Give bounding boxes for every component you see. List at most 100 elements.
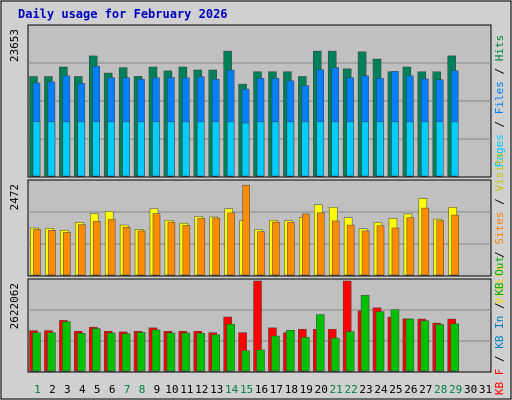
x-tick-label: 23 — [359, 383, 372, 396]
x-tick-label: 7 — [124, 383, 131, 396]
bar-kb-out-day-20 — [316, 314, 325, 372]
bar-sites-day-14 — [227, 212, 235, 276]
bar-pages-day-1 — [32, 121, 41, 177]
x-tick-label: 18 — [285, 383, 298, 396]
x-tick-label: 20 — [315, 383, 328, 396]
bar-pages-day-25 — [391, 121, 399, 177]
x-tick-label: 15 — [240, 383, 253, 396]
x-tick-label: 17 — [270, 383, 283, 396]
bar-kb-out-day-10 — [166, 332, 176, 372]
panel-legend: KB F / KB In / KB Out — [493, 256, 506, 395]
panel-legend: Pages / Files / Hits — [493, 35, 506, 168]
bar-sites-day-21 — [331, 220, 340, 276]
bar-pages-day-26 — [406, 121, 414, 177]
x-tick-label: 2 — [49, 383, 56, 396]
bar-kb-out-day-2 — [47, 332, 56, 372]
bar-pages-day-7 — [122, 121, 130, 177]
bar-kb-out-day-18 — [286, 330, 295, 372]
bar-pages-day-15 — [241, 122, 250, 177]
legend-entry: Hits — [493, 35, 506, 62]
bar-sites-day-19 — [302, 213, 310, 276]
x-tick-label: 10 — [165, 383, 178, 396]
bar-kb-out-day-16 — [256, 349, 265, 372]
bar-sites-day-7 — [122, 227, 131, 276]
x-tick-label: 11 — [180, 383, 193, 396]
legend-entry: Sites — [493, 211, 506, 244]
x-tick-label: 25 — [389, 383, 402, 396]
legend-entry: KB In — [493, 316, 506, 349]
bar-kb-out-day-4 — [77, 333, 86, 372]
bar-kb-out-day-6 — [106, 332, 116, 372]
bar-pages-day-13 — [211, 121, 220, 177]
bar-kb-out-day-5 — [91, 328, 101, 372]
x-tick-label: 8 — [139, 383, 146, 396]
x-tick-label: 12 — [195, 383, 208, 396]
bar-sites-day-3 — [63, 232, 71, 276]
bar-sites-day-20 — [317, 212, 325, 276]
bar-sites-day-16 — [257, 231, 265, 276]
x-tick-label: 1 — [34, 383, 41, 396]
x-tick-label: 21 — [330, 383, 343, 396]
bar-sites-day-1 — [33, 229, 41, 276]
bar-pages-day-23 — [361, 121, 369, 177]
bar-kb-out-day-28 — [435, 324, 445, 372]
bar-kb-out-day-15 — [241, 350, 250, 372]
bar-pages-day-4 — [77, 121, 86, 177]
legend-entry: Visits — [493, 152, 506, 192]
x-tick-label: 27 — [419, 383, 432, 396]
legend-entry: Visits — [493, 264, 506, 304]
bar-pages-day-22 — [346, 121, 354, 177]
bar-kb-out-day-13 — [211, 334, 220, 372]
bar-kb-out-day-3 — [62, 321, 71, 372]
bar-sites-day-10 — [167, 221, 176, 276]
legend-entry: / — [493, 114, 506, 134]
legend-entry: / — [493, 61, 506, 81]
bar-pages-day-6 — [107, 121, 115, 177]
bar-kb-out-day-17 — [271, 335, 280, 372]
bar-sites-day-27 — [421, 207, 430, 276]
bar-sites-day-17 — [272, 221, 280, 276]
x-tick-label: 14 — [225, 383, 239, 396]
bar-sites-day-8 — [137, 230, 146, 276]
legend-entry: Pages — [493, 134, 506, 167]
x-tick-label: 24 — [374, 383, 388, 396]
bar-kb-out-day-27 — [420, 320, 430, 372]
bar-pages-day-19 — [301, 121, 310, 177]
bar-sites-day-22 — [346, 224, 355, 276]
bar-kb-out-day-7 — [121, 333, 131, 372]
bar-sites-day-18 — [287, 222, 295, 276]
bar-sites-day-5 — [92, 221, 101, 276]
bar-sites-day-23 — [361, 230, 370, 276]
bar-pages-day-16 — [256, 121, 265, 177]
bar-pages-day-14 — [226, 121, 235, 177]
bar-sites-day-13 — [212, 217, 220, 276]
bar-kb-out-day-9 — [151, 329, 161, 372]
bar-kb-out-day-26 — [405, 318, 415, 372]
bar-kb-out-day-29 — [450, 323, 459, 372]
legend-entry: Files — [493, 81, 506, 114]
x-tick-label: 22 — [344, 383, 357, 396]
bar-pages-day-11 — [182, 121, 190, 177]
chart-title: Daily usage for February 2026 — [18, 7, 228, 21]
bar-kb-out-day-25 — [390, 309, 400, 372]
panel-max-label: 23653 — [8, 29, 21, 62]
bar-pages-day-18 — [286, 121, 295, 177]
x-tick-label: 19 — [300, 383, 313, 396]
bar-pages-day-12 — [197, 121, 205, 177]
legend-entry: KB F — [493, 369, 506, 396]
bar-pages-day-24 — [376, 121, 384, 177]
bar-sites-day-12 — [197, 218, 206, 276]
bar-pages-day-21 — [331, 121, 339, 177]
bar-kb-out-day-12 — [196, 333, 206, 372]
panel-max-label: 2472 — [8, 184, 21, 211]
bar-pages-day-9 — [152, 121, 160, 177]
legend-entry: / — [493, 245, 506, 265]
bar-pages-day-17 — [271, 121, 280, 177]
legend-entry: KB Out — [493, 256, 506, 296]
bar-pages-day-8 — [137, 121, 145, 177]
bar-sites-day-11 — [182, 225, 191, 276]
legend-entry: / — [493, 296, 506, 316]
x-tick-label: 28 — [434, 383, 447, 396]
